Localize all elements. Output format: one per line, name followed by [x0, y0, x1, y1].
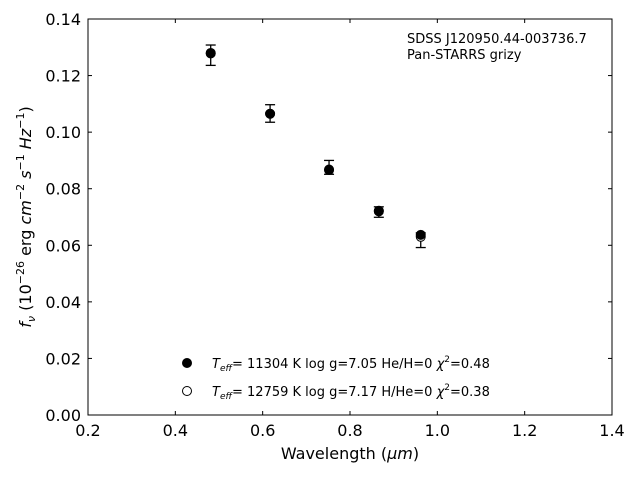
y-tick-label: 0.14 — [45, 10, 81, 29]
x-tick-label: 1.0 — [425, 421, 450, 440]
legend: Teff= 11304 K log g=7.05 He/H=0 χ2=0.48 … — [182, 355, 490, 402]
data-points — [205, 47, 426, 242]
legend-marker-open — [182, 386, 192, 396]
y-axis-label: fν (10−26 erg cm−2 s−1 Hz−1) — [14, 106, 38, 327]
y-tick-label: 0.04 — [45, 293, 81, 312]
annotation-filters: Pan-STARRS grizy — [407, 48, 522, 63]
x-axis-label: Wavelength (μm) — [281, 444, 419, 463]
y-tick-label: 0.06 — [45, 236, 81, 255]
y-tick-label: 0.02 — [45, 349, 81, 368]
point-filled — [373, 205, 384, 216]
annotation-object-name: SDSS J120950.44-003736.7 — [407, 32, 587, 47]
legend-marker-filled — [182, 358, 192, 368]
x-tick-label: 0.6 — [250, 421, 275, 440]
x-tick-label: 1.2 — [512, 421, 537, 440]
y-tick-label: 0.00 — [45, 406, 81, 425]
legend-entry-0: Teff= 11304 K log g=7.05 He/H=0 χ2=0.48 — [212, 355, 490, 374]
point-filled — [205, 48, 216, 59]
y-tick-label: 0.10 — [45, 123, 81, 142]
point-filled — [415, 229, 426, 240]
point-filled — [324, 164, 335, 175]
x-tick-label: 0.8 — [337, 421, 362, 440]
axis-ticks: 0.2 0.4 0.6 0.8 1.0 1.2 1.4 0.00 0.02 0.04 0.06 0.0… — [45, 10, 624, 440]
point-filled — [265, 108, 276, 119]
legend-entry-1: Teff= 12759 K log g=7.17 H/He=0 χ2=0.38 — [212, 383, 490, 402]
y-tick-label: 0.08 — [45, 180, 81, 199]
y-tick-label: 0.12 — [45, 67, 81, 86]
x-tick-label: 0.2 — [75, 421, 100, 440]
x-tick-label: 1.4 — [599, 421, 624, 440]
x-tick-label: 0.4 — [163, 421, 188, 440]
plot-area — [87, 18, 613, 416]
